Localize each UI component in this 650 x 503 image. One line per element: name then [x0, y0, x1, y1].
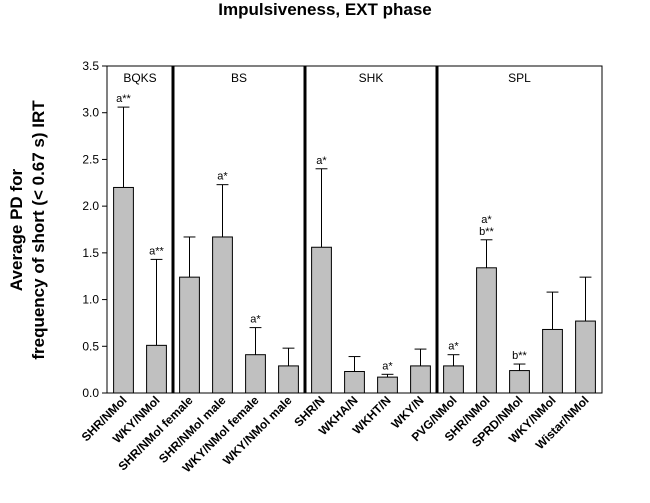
bar [443, 365, 464, 394]
significance-annotation: a* [382, 360, 393, 372]
bar [476, 267, 497, 394]
bar [113, 186, 134, 394]
y-axis-label-line-2: frequency of short (< 0.67 s) IRT [29, 100, 48, 360]
significance-annotation: a* [481, 214, 492, 226]
significance-annotation: a** [116, 93, 131, 105]
bar [179, 276, 200, 394]
bar [245, 354, 266, 394]
bar [344, 371, 365, 394]
significance-annotation: a** [149, 245, 164, 257]
y-tick-label: 3.5 [82, 59, 99, 73]
bar [212, 236, 233, 394]
significance-annotation: a* [316, 155, 327, 167]
error-bars [117, 106, 592, 378]
labels: BQKS BS SHK SPLa**a**a*a*a*a*a*a*b**b**SHR/… [79, 71, 592, 475]
bar [278, 365, 299, 394]
y-axis-label: Average PD for frequency of short (< 0.6… [7, 100, 48, 360]
significance-annotation: a* [448, 341, 459, 353]
significance-annotation: b** [512, 350, 527, 362]
significance-annotation: b** [479, 226, 494, 238]
bars [113, 186, 596, 394]
significance-annotation: a* [217, 171, 228, 183]
bar [509, 370, 530, 394]
significance-annotation: a* [250, 314, 261, 326]
group-label: SHK [359, 71, 384, 85]
y-tick-label: 1.5 [82, 246, 99, 260]
bar [377, 376, 398, 394]
group-label: SPL [508, 71, 531, 85]
y-tick-label: 0.0 [82, 386, 99, 400]
bar [311, 246, 332, 394]
y-tick-label: 3.0 [82, 106, 99, 120]
group-separators [171, 66, 439, 393]
bar [146, 344, 167, 394]
y-tick-label: 2.5 [82, 152, 99, 166]
chart-title: Impulsiveness, EXT phase [218, 0, 432, 19]
y-tick-label: 2.0 [82, 199, 99, 213]
bar [575, 320, 596, 394]
group-label: BQKS [123, 71, 156, 85]
y-axis-label-line-1: Average PD for [7, 169, 26, 292]
bar [542, 328, 563, 394]
y-tick-label: 0.5 [82, 339, 99, 353]
group-label: BS [231, 71, 247, 85]
y-tick-label: 1.0 [82, 293, 99, 307]
axes: 0.0 0.5 1.0 1.5 2.0 2.5 3.0 3.5 [82, 59, 603, 400]
bar [410, 365, 431, 394]
